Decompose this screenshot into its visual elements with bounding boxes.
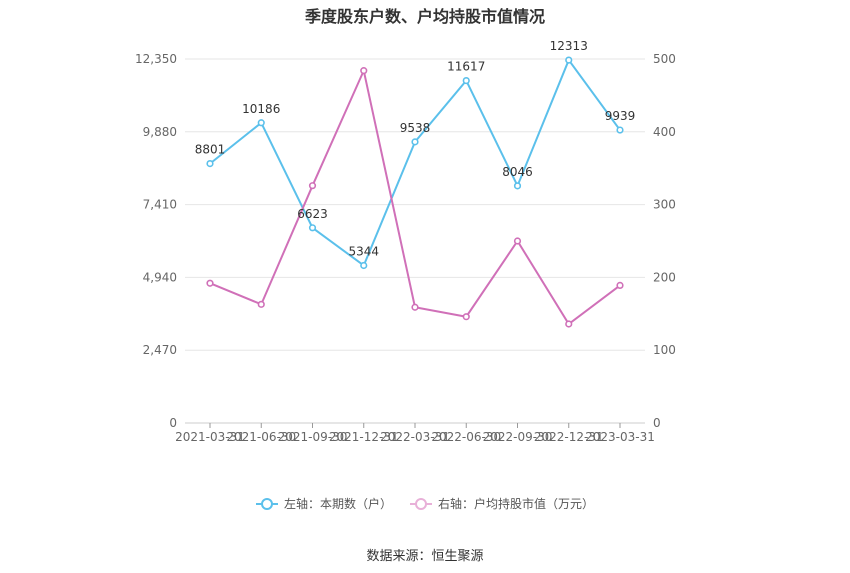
x-axis-tick-label: 2021-06-30 [226,430,296,444]
point-avg-value [462,313,470,321]
point-avg-value [565,320,573,328]
plot-series [206,56,624,328]
data-source: 数据来源：恒生聚源 [366,549,484,564]
x-axis-tick-label: 2022-06-30 [431,430,501,444]
point-avg-value [411,303,419,311]
data-label-households: 8801 [195,143,226,157]
point-households [513,182,522,190]
left-axis-tick-label: 4,940 [143,270,177,284]
x-axis-tick-label: 2022-12-31 [534,430,604,444]
point-households [616,126,624,134]
right-axis-tick-label: 400 [653,125,676,139]
axes: 0 0 2,470 100 4,940 200 7,410 300 9,880 400 12,350… [135,52,676,444]
data-label-households: 10186 [242,102,280,116]
legend-label-avg-value: 右轴：户均持股市值（万元） [438,497,595,511]
point-households [411,138,419,146]
point-avg-value [206,279,214,287]
point-avg-value [616,281,624,290]
data-label-households: 9538 [400,121,431,135]
point-households [565,56,573,64]
data-labels: 8801 10186 6623 5344 9538 11617 8046 12313 9939 [195,39,636,258]
right-axis-tick-label: 500 [653,52,676,66]
point-households [308,224,317,232]
data-label-households: 5344 [348,244,379,258]
point-households [257,119,265,127]
data-label-households: 11617 [447,60,485,74]
left-axis-tick-label: 12,350 [135,52,177,66]
left-axis-tick-label: 7,410 [143,198,177,212]
left-axis-tick-label: 2,470 [143,343,177,357]
right-axis-tick-label: 100 [653,343,676,357]
x-axis-tick-label: 2022-09-30 [483,430,553,444]
point-avg-value [308,182,317,190]
legend: 左轴：本期数（户） 右轴：户均持股市值（万元） [0,495,850,512]
legend-marker-blue-icon [255,497,278,510]
data-label-households: 12313 [550,39,588,53]
left-axis-tick-label: 9,880 [143,125,177,139]
data-label-households: 9939 [605,109,636,123]
data-label-households: 6623 [297,207,328,221]
right-axis-tick-label: 300 [653,198,676,212]
data-label-households: 8046 [502,165,533,179]
legend-item-households[interactable]: 左轴：本期数（户） [255,495,392,512]
point-avg-value [257,300,265,308]
point-households [462,77,470,85]
series-line-households [209,58,621,268]
legend-label-households: 左轴：本期数（户） [283,497,392,511]
chart-title: 季度股东户数、户均持股市值情况 [304,7,545,26]
x-axis-tick-label: 2022-03-31 [380,430,450,444]
legend-marker-pink-icon [410,497,432,510]
x-axis-tick-label: 2021-12-31 [329,430,399,444]
point-households [206,160,214,168]
x-axis-tick-label: 2021-09-30 [278,430,348,444]
right-axis-tick-label: 200 [653,270,676,284]
left-axis-tick-label: 0 [169,416,177,430]
point-avg-value [513,237,522,245]
point-households [360,261,368,270]
x-axis-tick-label: 2023-03-31 [585,430,655,444]
x-axis-tick-label: 2021-03-31 [175,430,245,444]
legend-item-avg-value[interactable]: 右轴：户均持股市值（万元） [410,495,594,512]
right-axis-tick-label: 0 [653,416,661,430]
point-avg-value [360,67,368,75]
